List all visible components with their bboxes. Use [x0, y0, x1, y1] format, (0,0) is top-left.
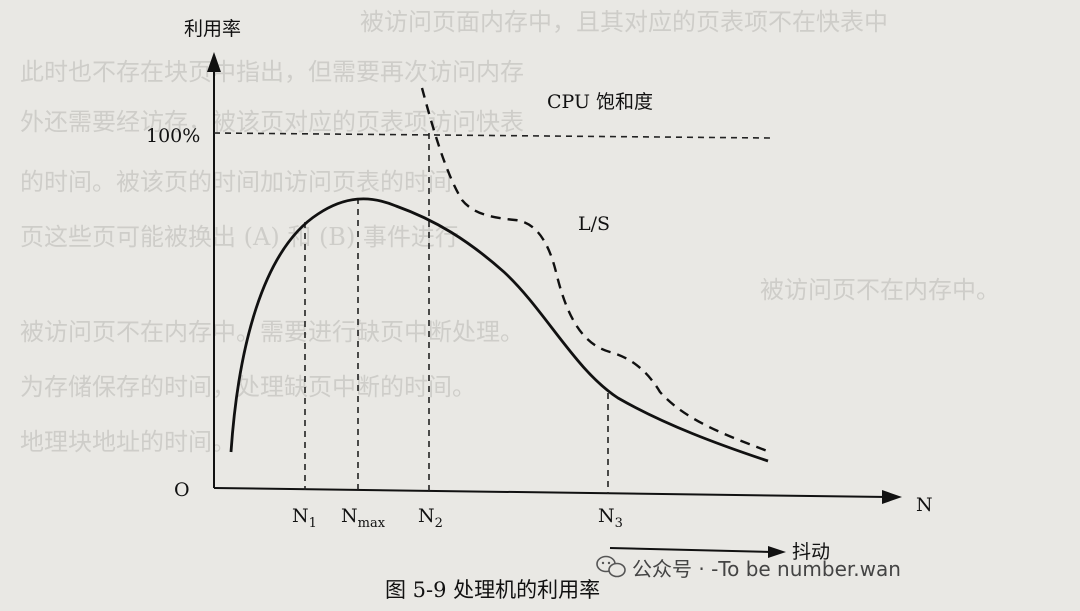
hundred-percent-label: 100% — [146, 125, 200, 147]
tick-n1: N1 — [292, 505, 317, 531]
ls-curve — [420, 87, 771, 454]
cpu-saturation-label: CPU 饱和度 — [547, 91, 653, 113]
bleed-line: 地理块地址的时间。 — [20, 428, 236, 456]
thrashing-arrow-head — [768, 546, 786, 558]
background-bleed-text: 被访问页面内存中，且其对应的页表项不在快表中 此时也不存在块页中指出，但需要再次… — [20, 8, 1000, 456]
tick-n2: N2 — [418, 505, 443, 531]
tick-n3: N3 — [598, 505, 623, 531]
tick-nmax: Nmax — [341, 505, 386, 531]
bleed-line: 此时也不存在块页中指出，但需要再次访问内存 — [20, 58, 524, 86]
x-axis-arrow — [882, 490, 902, 504]
thrashing-label: 抖动 — [792, 541, 830, 563]
wechat-icon — [596, 555, 626, 578]
bleed-line: 为存储保存的时间，处理缺页中断的时间。 — [20, 373, 476, 401]
x-axis — [213, 487, 889, 498]
origin-label: O — [174, 479, 190, 501]
figure-labels: 利用率 N O 100% CPU 饱和度 L/S N1 Nmax N2 N3 — [146, 18, 933, 531]
figure-caption: 图 5-9 处理机的利用率 — [385, 578, 600, 602]
utilization-curve — [229, 197, 769, 463]
bleed-line: 被访问页不在内存中。 — [760, 276, 1000, 304]
axes — [207, 52, 902, 504]
bleed-line: 的时间。被该页的时间加访问页表的时间 — [20, 168, 452, 196]
y-axis-arrow — [207, 52, 221, 72]
bleed-line: 被访问页不在内存中。需要进行缺页中断处理。 — [20, 318, 524, 346]
ls-curve-label: L/S — [578, 213, 610, 235]
thrashing-indicator: 抖动 — [609, 541, 830, 563]
bleed-line: 被访问页面内存中，且其对应的页表项不在快表中 — [360, 8, 888, 36]
bleed-line: 外还需要经访存，被该页对应的页表项访问快表 — [20, 108, 524, 136]
y-axis-label: 利用率 — [184, 18, 241, 40]
watermark-text: 公众号 · -To be number.wan — [632, 557, 901, 581]
thrashing-arrow-line — [609, 547, 773, 553]
bleed-line: 页这些页可能被换出 (A) 和 (B) 事件进行 — [20, 223, 459, 251]
hundred-percent-line — [213, 132, 771, 139]
reference-lines — [213, 132, 771, 494]
watermark: 公众号 · -To be number.wan — [596, 555, 901, 581]
x-axis-label: N — [916, 494, 933, 516]
